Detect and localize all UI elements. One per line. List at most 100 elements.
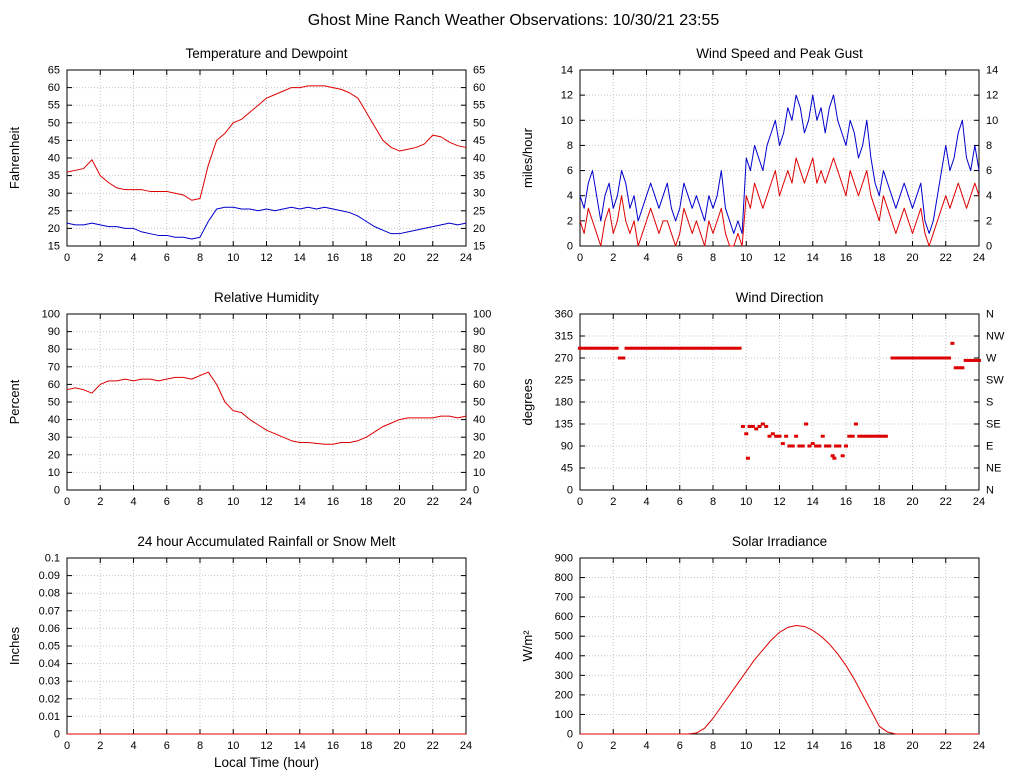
- chart-title: Solar Irradiance: [732, 534, 827, 549]
- chart-title: Wind Speed and Peak Gust: [696, 46, 863, 61]
- wind-direction-point: [617, 356, 622, 360]
- wind-direction-point: [681, 346, 686, 350]
- wind-direction-point: [834, 444, 839, 448]
- y-tick-label: 500: [555, 631, 573, 643]
- y-tick-label: 15: [48, 241, 60, 253]
- wind-direction-point: [804, 422, 809, 426]
- right-tick-label: E: [986, 441, 993, 453]
- wind-direction-point: [824, 444, 829, 448]
- wind-direction-point: [651, 346, 656, 350]
- y-tick-label: 300: [555, 670, 573, 682]
- x-tick-label: 8: [197, 496, 203, 508]
- x-tick-label: 14: [807, 496, 819, 508]
- right-tick-label: 60: [473, 379, 485, 391]
- wind-direction-point: [578, 346, 582, 350]
- x-tick-label: 10: [740, 740, 752, 752]
- wind-direction-point: [684, 346, 689, 350]
- x-tick-label: 12: [260, 496, 272, 508]
- wind-direction-point: [724, 346, 729, 350]
- y-tick-label: 900: [555, 553, 573, 565]
- right-tick-label: 50: [473, 117, 485, 129]
- x-tick-label: 22: [940, 252, 952, 264]
- wind-direction-point: [940, 356, 945, 360]
- right-tick-label: S: [986, 397, 993, 409]
- wind-direction-point: [654, 346, 659, 350]
- wind-direction-point: [720, 346, 725, 350]
- x-tick-label: 12: [773, 252, 785, 264]
- x-tick-label: 14: [807, 252, 819, 264]
- x-tick-label: 12: [260, 252, 272, 264]
- y-tick-label: 50: [48, 117, 60, 129]
- wind-direction-point: [913, 356, 918, 360]
- wind-direction-point: [587, 346, 592, 350]
- x-tick-label: 6: [677, 252, 683, 264]
- x-tick-label: 20: [906, 740, 918, 752]
- wind-direction-point: [967, 358, 972, 362]
- chart-title: Temperature and Dewpoint: [185, 46, 347, 61]
- wind-direction-point: [923, 356, 928, 360]
- x-tick-label: 6: [677, 496, 683, 508]
- wind-direction-point: [900, 356, 905, 360]
- wind-direction-point: [745, 456, 750, 460]
- right-tick-label: 40: [473, 153, 485, 165]
- wind-direction-point: [604, 346, 609, 350]
- right-tick-label: N: [986, 485, 994, 497]
- wind-direction-point: [621, 356, 626, 360]
- wind-direction-point: [744, 432, 749, 436]
- wind-direction-point: [601, 346, 606, 350]
- chart-wind-direction: 0 2 4 6 8 10 12 14 16 18 20 22 24 0 N 45 NE 90 E 135 SE 180 S 2…: [518, 284, 1023, 528]
- y-tick-label: 35: [48, 170, 60, 182]
- x-tick-label: 6: [677, 740, 683, 752]
- wind-direction-point: [591, 346, 596, 350]
- y-tick-label: 0: [567, 241, 573, 253]
- y-tick-label: 0.1: [45, 553, 60, 565]
- y-tick-label: 10: [561, 115, 573, 127]
- right-tick-label: 50: [473, 397, 485, 409]
- right-tick-label: SW: [986, 375, 1004, 387]
- wind-direction-point: [797, 444, 802, 448]
- y-tick-label: 0.02: [39, 693, 60, 705]
- wind-direction-point: [677, 346, 682, 350]
- x-tick-label: 0: [64, 252, 70, 264]
- right-tick-label: NW: [986, 331, 1005, 343]
- wind-direction-point: [611, 346, 616, 350]
- wind-direction-point: [943, 356, 948, 360]
- x-tick-label: 24: [460, 496, 472, 508]
- wind-direction-point: [674, 346, 679, 350]
- wind-direction-point: [820, 434, 825, 438]
- y-tick-label: 0.03: [39, 676, 60, 688]
- wind-direction-point: [667, 346, 672, 350]
- right-tick-label: 30: [473, 432, 485, 444]
- x-tick-label: 8: [710, 252, 716, 264]
- x-axis-label: Local Time (hour): [214, 755, 319, 770]
- wind-direction-point: [707, 346, 712, 350]
- y-tick-label: 0.08: [39, 588, 60, 600]
- relative-humidity-line: [66, 371, 467, 445]
- wind-direction-point: [584, 346, 589, 350]
- right-tick-label: 35: [473, 170, 485, 182]
- wind-direction-point: [780, 442, 785, 446]
- y-tick-label: 90: [48, 326, 60, 338]
- wind-direction-point: [960, 366, 965, 370]
- wind-direction-point: [754, 427, 759, 431]
- x-tick-label: 4: [130, 740, 136, 752]
- wind-direction-point: [730, 346, 735, 350]
- chart-wind-speed-peak-gust: 0 2 4 6 8 10 12 14 16 18 20 22 24 0 0 2 2 4 4 6 6 8 8 10 10 12 12 1…: [518, 40, 1023, 284]
- x-tick-label: 2: [610, 740, 616, 752]
- wind-direction-point: [767, 434, 772, 438]
- right-tick-label: W: [986, 353, 997, 365]
- x-tick-label: 18: [873, 252, 885, 264]
- wind-direction-point: [807, 444, 812, 448]
- y-axis-label: Fahrenheit: [7, 127, 22, 190]
- x-tick-label: 2: [610, 252, 616, 264]
- x-tick-label: 0: [577, 496, 583, 508]
- y-axis-label: degrees: [520, 378, 535, 425]
- x-tick-label: 16: [840, 252, 852, 264]
- peak-gust-line: [579, 94, 980, 234]
- y-tick-label: 0: [567, 729, 573, 741]
- x-tick-label: 18: [873, 496, 885, 508]
- right-tick-label: 45: [473, 135, 485, 147]
- right-tick-label: 90: [473, 326, 485, 338]
- x-tick-label: 8: [710, 496, 716, 508]
